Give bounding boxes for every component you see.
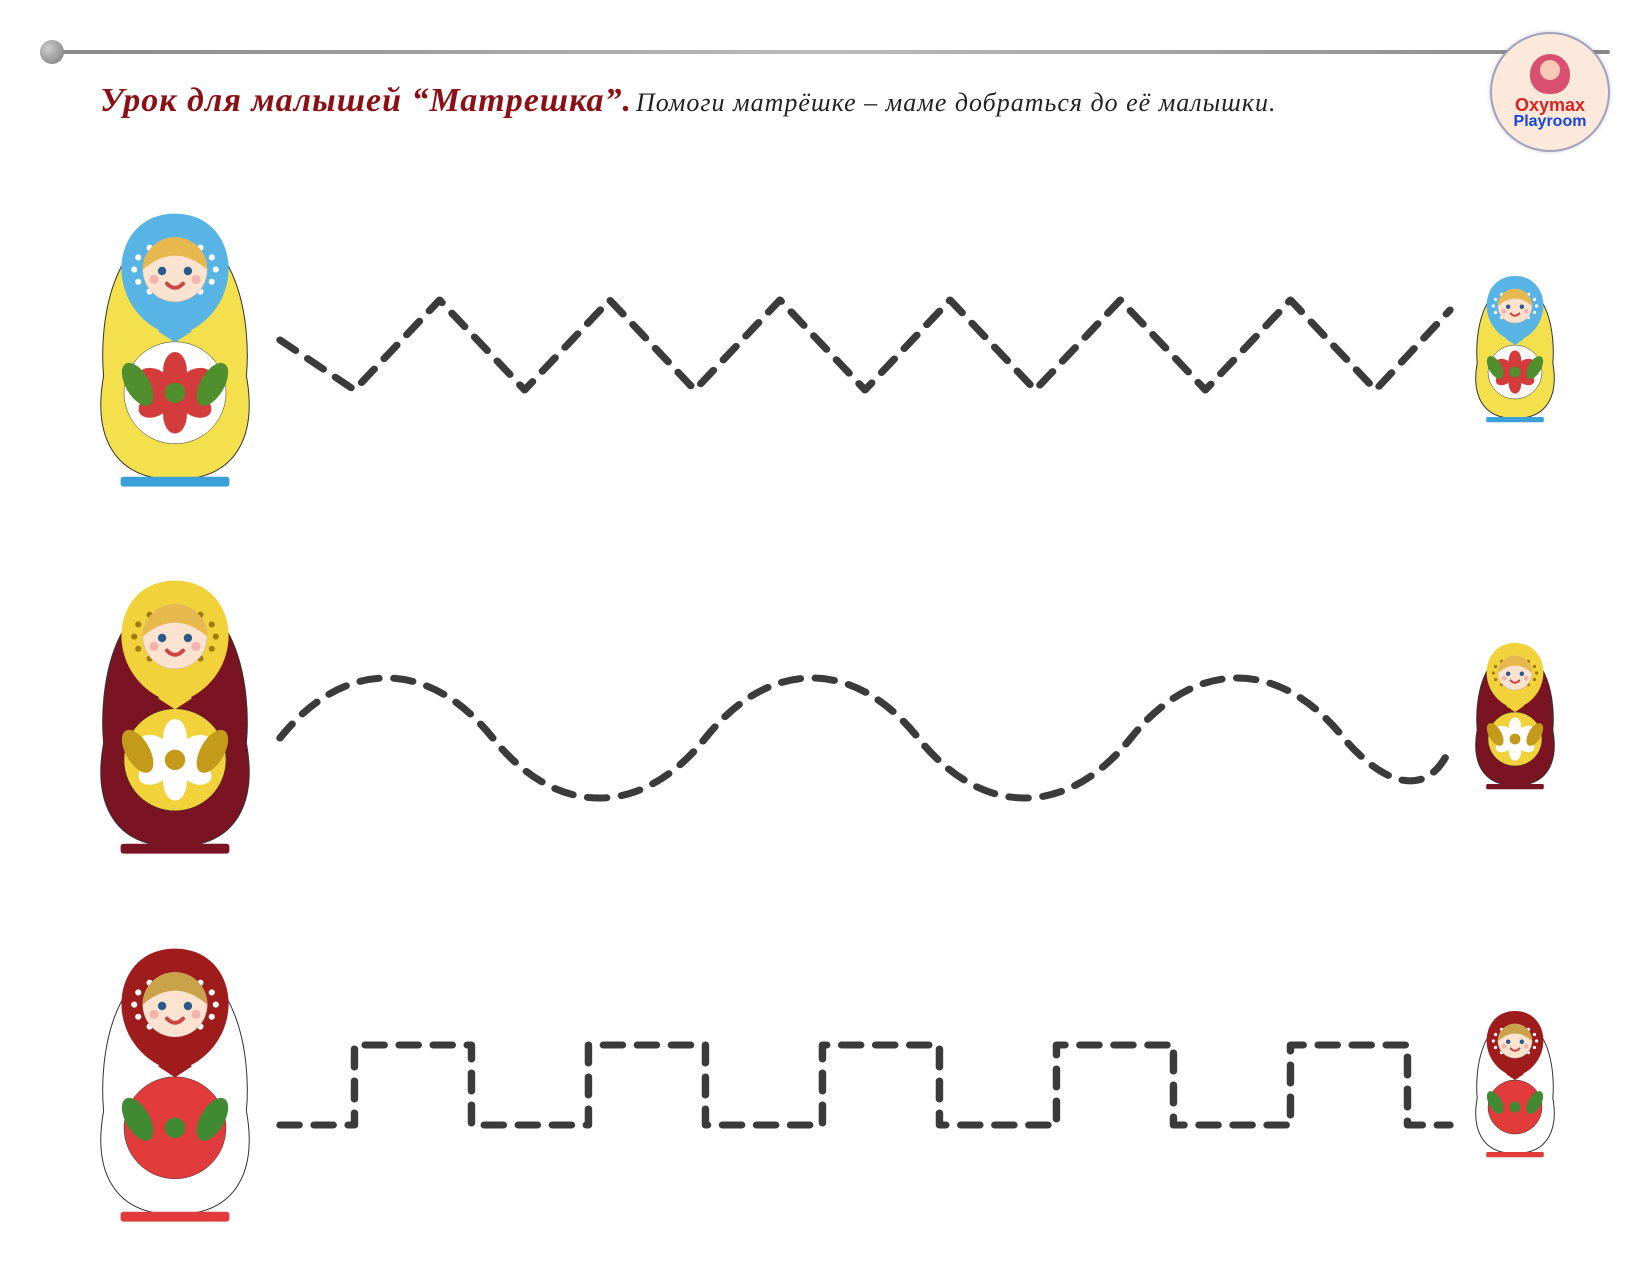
matryoshka-baby-icon — [1470, 273, 1560, 428]
brand-logo: Oxymax Playroom — [1490, 32, 1610, 152]
logo-text-2: Playroom — [1514, 114, 1587, 130]
matryoshka-baby-icon — [1470, 1008, 1560, 1163]
tracing-path — [280, 1015, 1450, 1155]
logo-text-1: Oxymax — [1515, 96, 1585, 114]
tracing-row — [90, 568, 1560, 868]
title-instruction: Помоги матрёшке – маме добраться до её м… — [636, 88, 1277, 117]
matryoshka-mother-icon — [90, 575, 260, 860]
tracing-row — [90, 935, 1560, 1235]
header-knob-icon — [40, 40, 64, 64]
tracing-path — [280, 648, 1450, 788]
title-main: Урок для малышей “Матрешка”. — [100, 82, 632, 119]
logo-character-icon — [1530, 54, 1570, 94]
tracing-row — [90, 200, 1560, 500]
matryoshka-baby-icon — [1470, 640, 1560, 795]
matryoshka-mother-icon — [90, 208, 260, 493]
worksheet-title: Урок для малышей “Матрешка”. Помоги матр… — [100, 78, 1450, 124]
tracing-path — [280, 280, 1450, 420]
matryoshka-mother-icon — [90, 943, 260, 1228]
header-rule — [40, 50, 1610, 54]
tracing-rows — [90, 200, 1560, 1235]
